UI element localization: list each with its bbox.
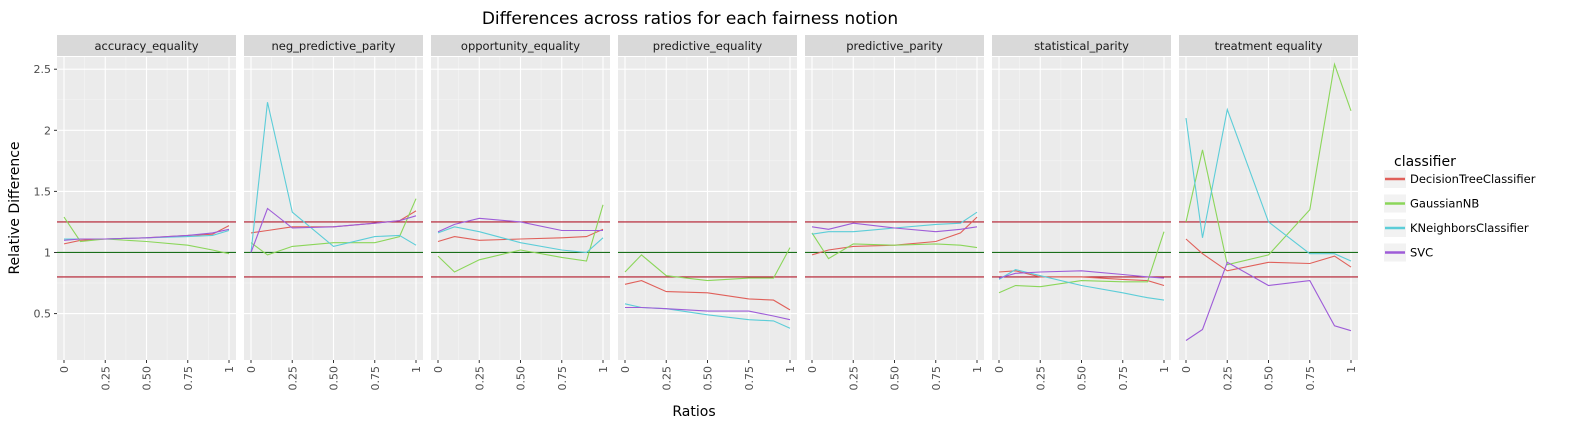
x-tick-label: 0	[432, 366, 445, 373]
x-tick-label: 0	[1180, 366, 1193, 373]
x-tick-label: 0.50	[141, 366, 154, 391]
x-tick-label: 0.75	[556, 366, 569, 391]
legend-entry-label: SVC	[1410, 246, 1433, 260]
x-tick-label: 0.50	[515, 366, 528, 391]
facet-strip	[244, 35, 423, 56]
facet-strip-label: predictive_parity	[846, 39, 943, 53]
legend-entry: SVC	[1384, 243, 1433, 262]
x-tick-label: 0	[619, 366, 632, 373]
facet-strip	[57, 35, 236, 56]
series-line-SVC	[998, 270, 1165, 279]
series-line-KNeighborsClassifier	[437, 226, 604, 254]
x-tick-label: 0.50	[1076, 366, 1089, 391]
y-tick-label: 0.5	[34, 308, 52, 321]
x-tick-label: 0.25	[1221, 366, 1234, 391]
facet-panel: predictive_parity 0 0.25 0.50 0.75 1	[805, 35, 984, 391]
facet-panel: opportunity_equality 0 0.25 0.50 0.75 1	[431, 35, 610, 391]
facet-panels: accuracy_equality 0 0.25 0.50 0.75 1 0.5 1 1.5 2 2…	[34, 35, 1358, 391]
legend-title: classifier	[1394, 154, 1456, 170]
x-tick-label: 0.25	[847, 366, 860, 391]
legend-entry: GaussianNB	[1384, 194, 1479, 213]
series-line-SVC	[63, 228, 230, 241]
series-line-GaussianNB	[437, 204, 604, 273]
legend-entry-label: DecisionTreeClassifier	[1410, 172, 1536, 186]
x-axis-title: Ratios	[672, 404, 715, 420]
x-tick-label: 0.25	[473, 366, 486, 391]
facet-strip-label: accuracy_equality	[94, 39, 198, 53]
x-tick-label: 0.25	[660, 366, 673, 391]
x-tick-label: 0.75	[1304, 366, 1317, 391]
facet-strip-label: treatment equality	[1215, 39, 1323, 53]
x-tick-label: 0.50	[889, 366, 902, 391]
x-tick-label: 0.50	[702, 366, 715, 391]
series-line-DecisionTreeClassifier	[1185, 238, 1352, 272]
facet-strip-label: statistical_parity	[1034, 39, 1129, 53]
legend: classifier DecisionTreeClassifier Gaussia…	[1384, 154, 1536, 262]
x-tick-label: 1	[971, 366, 984, 373]
x-tick-label: 1	[410, 366, 423, 373]
series-line-KNeighborsClassifier	[1185, 107, 1352, 262]
x-tick-label: 0.50	[1263, 366, 1276, 391]
series-line-GaussianNB	[250, 198, 417, 256]
series-line-SVC	[625, 306, 791, 321]
legend-entry: KNeighborsClassifier	[1384, 219, 1529, 237]
y-axis-title: Relative Difference	[7, 141, 23, 274]
x-tick-label: 1	[784, 366, 797, 373]
series-line-SVC	[1185, 261, 1352, 341]
series-line-KNeighborsClassifier	[250, 102, 417, 253]
facet-strip-label: opportunity_equality	[461, 39, 580, 53]
series-line-GaussianNB	[998, 231, 1165, 294]
x-tick-label: 0.25	[286, 366, 299, 391]
x-tick-label: 0	[806, 366, 819, 373]
series-line-GaussianNB	[811, 232, 978, 260]
y-tick-label: 2	[44, 124, 51, 137]
facet-strip	[618, 35, 797, 56]
x-tick-label: 0	[245, 366, 258, 373]
x-tick-label: 1	[597, 366, 610, 373]
facet-strip-label: predictive_equality	[653, 39, 763, 53]
series-line-SVC	[437, 217, 603, 233]
series-line-DecisionTreeClassifier	[624, 280, 791, 311]
x-tick-label: 0	[993, 366, 1006, 373]
facet-panel: neg_predictive_parity 0 0.25 0.50 0.75 1	[244, 35, 423, 391]
x-tick-label: 0.50	[328, 366, 341, 391]
facet-panel: statistical_parity 0 0.25 0.50 0.75 1	[992, 35, 1171, 391]
facet-strip	[992, 35, 1171, 56]
facet-strip-label: neg_predictive_parity	[271, 39, 395, 53]
x-tick-label: 1	[1345, 366, 1358, 373]
series-line-SVC	[811, 222, 978, 233]
facet-strip	[1179, 35, 1358, 56]
facet-panel: predictive_equality 0 0.25 0.50 0.75 1	[618, 35, 797, 391]
series-line-KNeighborsClassifier	[998, 269, 1165, 301]
legend-entry-label: GaussianNB	[1410, 197, 1479, 211]
legend-entry: DecisionTreeClassifier	[1384, 170, 1536, 188]
chart-title: Differences across ratios for each fairn…	[482, 9, 898, 29]
series-line-GaussianNB	[1185, 62, 1352, 266]
x-tick-label: 1	[223, 366, 236, 373]
x-tick-label: 0.75	[182, 366, 195, 391]
x-tick-label: 0.25	[99, 366, 112, 391]
y-tick-label: 2.5	[34, 63, 52, 76]
series-line-GaussianNB	[624, 247, 791, 282]
series-line-SVC	[250, 207, 417, 253]
y-tick-label: 1	[44, 246, 51, 259]
x-tick-label: 0.25	[1034, 366, 1047, 391]
x-tick-label: 1	[1158, 366, 1171, 373]
series-line-DecisionTreeClassifier	[437, 228, 604, 243]
x-tick-label: 0.75	[1117, 366, 1130, 391]
facet-strip	[431, 35, 610, 56]
facet-strip	[805, 35, 984, 56]
x-tick-label: 0	[58, 366, 71, 373]
y-tick-label: 1.5	[34, 185, 52, 198]
x-tick-label: 0.75	[930, 366, 943, 391]
legend-entry-label: KNeighborsClassifier	[1410, 221, 1529, 235]
facet-panel: treatment equality 0 0.25 0.50 0.75 1	[1179, 35, 1358, 391]
facet-panel: accuracy_equality 0 0.25 0.50 0.75 1 0.5 1 1.5 2 2…	[34, 35, 236, 391]
x-tick-label: 0.75	[369, 366, 382, 391]
series-line-GaussianNB	[63, 216, 230, 255]
x-tick-label: 0.75	[743, 366, 756, 391]
